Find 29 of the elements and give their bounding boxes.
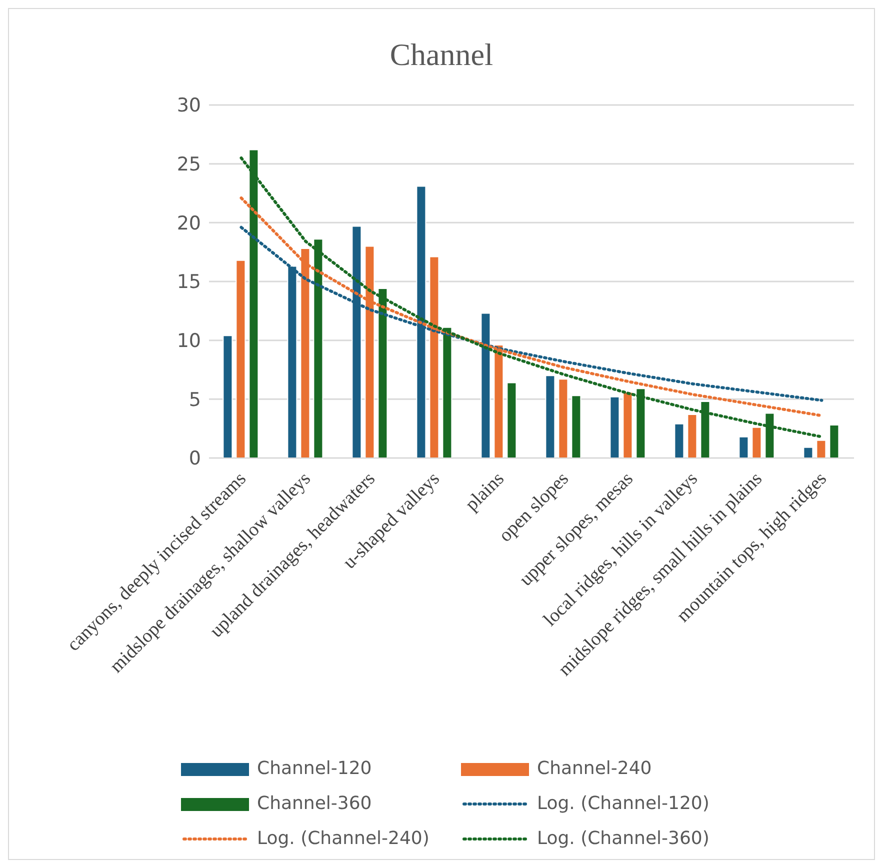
legend-label: Log. (Channel-120) [537,793,710,814]
y-tick-label: 10 [176,330,201,352]
legend-label: Log. (Channel-360) [537,828,710,849]
y-tick-label: 15 [176,271,201,294]
bar [752,426,762,458]
bar [803,446,814,458]
bar [506,382,517,458]
legend-label: Channel-120 [257,758,372,779]
y-tick-label: 0 [188,448,201,470]
bar [571,395,582,458]
bar [674,423,684,458]
bar [738,436,749,458]
bar [687,414,698,458]
y-tick-label: 30 [176,94,201,117]
bar [545,375,556,458]
bar [816,440,826,458]
bar [558,378,568,458]
y-tick-label: 25 [176,154,201,176]
bar [610,396,620,458]
chart-title: Channel [388,36,494,74]
legend-label: Log. (Channel-240) [257,828,430,849]
bar [236,260,246,458]
legend-label: Channel-360 [257,793,372,814]
y-tick-label: 20 [176,212,201,234]
legend-label: Channel-240 [537,758,652,779]
bar [622,392,633,458]
bar [222,335,233,458]
y-tick-label: 5 [188,388,201,411]
bar [829,424,840,458]
